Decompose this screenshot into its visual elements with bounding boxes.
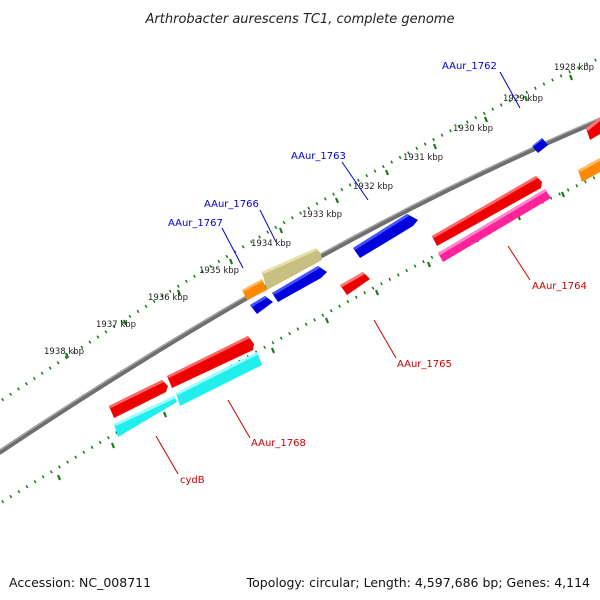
gene-aaur-1764-red-feature[interactable]	[432, 176, 542, 246]
gene-aaur-1768-red-feature[interactable]	[167, 336, 254, 388]
gene-label-cydb[interactable]: cydB	[180, 475, 205, 486]
gene-label-aaur-1766[interactable]: AAur_1766	[204, 199, 259, 210]
leader-aaur-1767	[221, 227, 244, 269]
leader-cydb	[155, 435, 179, 475]
gene-aaur-1767-feature[interactable]	[242, 279, 267, 300]
label-leaders	[155, 71, 531, 475]
gene-label-aaur-1763[interactable]: AAur_1763	[291, 151, 346, 162]
leader-aaur-1762	[499, 71, 521, 109]
inner-tick-ring	[1, 173, 600, 504]
gene-label-aaur-1767[interactable]: AAur_1767	[168, 218, 223, 229]
major-tick	[278, 227, 284, 234]
kbp-label: 1934 kbp	[251, 239, 291, 249]
major-tick	[270, 347, 276, 354]
kbp-label: 1932 kbp	[353, 182, 393, 192]
kbp-label: 1937 kbp	[96, 320, 136, 330]
gene-aaur-1765-feature[interactable]	[340, 272, 370, 295]
major-tick	[64, 352, 70, 359]
gene-aaur-1763-feature[interactable]	[353, 214, 418, 258]
major-tick	[560, 191, 566, 198]
gene-aaur-1766-blue-arrow[interactable]	[272, 266, 327, 302]
major-tick	[176, 289, 182, 296]
gene-label-aaur-1768[interactable]: AAur_1768	[251, 438, 306, 449]
major-tick	[56, 474, 62, 481]
gene-label-aaur-1765[interactable]: AAur_1765	[397, 359, 452, 370]
kbp-label: 1935 kbp	[199, 266, 239, 276]
kbp-label: 1930 kbp	[453, 124, 493, 134]
leader-aaur-1766	[259, 209, 277, 243]
gene-aaur-1764-magenta-feature[interactable]	[438, 189, 551, 262]
leader-aaur-1763	[341, 161, 369, 201]
gene-cydb-red-feature[interactable]	[109, 380, 168, 418]
major-tick	[426, 261, 432, 268]
kbp-label: 1936 kbp	[148, 293, 188, 303]
kbp-label: 1938 kbp	[44, 347, 84, 357]
major-tick	[110, 442, 116, 449]
gene-cydb-cyan-feature[interactable]	[114, 396, 177, 437]
major-tick	[374, 289, 380, 296]
kbp-label: 1931 kbp	[403, 153, 443, 163]
accession-text: Accession: NC_008711	[9, 575, 152, 590]
major-tick	[384, 169, 390, 176]
major-tick	[122, 319, 128, 326]
kbp-label: 1929 kbp	[503, 94, 543, 104]
gene-aaur-1762-feature[interactable]	[532, 138, 548, 153]
leader-aaur-1764	[507, 245, 531, 281]
gene-label-aaur-1764[interactable]: AAur_1764	[532, 281, 587, 292]
major-tick	[568, 74, 574, 81]
gene-label-aaur-1762[interactable]: AAur_1762	[442, 61, 497, 72]
map-title: Arthrobacter aurescens TC1, complete gen…	[145, 12, 455, 27]
gene-aaur-1762-arrow-right-top[interactable]	[586, 118, 600, 140]
gene-aaur-1768-cyan-feature[interactable]	[176, 352, 262, 406]
outer-major-ticks	[64, 74, 574, 359]
gene-aaur-1767-blue-arrow[interactable]	[250, 296, 273, 314]
major-tick	[162, 411, 168, 418]
outer-tick-ring	[1, 56, 600, 402]
gene-aaur-1764-orange-feature[interactable]	[578, 158, 600, 182]
major-tick	[483, 116, 489, 123]
major-tick	[228, 258, 234, 265]
gene-aaur-1766-feature[interactable]	[262, 248, 322, 290]
leader-aaur-1765	[373, 319, 397, 359]
kbp-label: 1928 kbp	[554, 63, 594, 73]
major-tick	[432, 143, 438, 150]
major-tick	[334, 197, 340, 204]
kbp-label: 1933 kbp	[302, 210, 342, 220]
major-tick	[324, 317, 330, 324]
major-tick	[523, 95, 529, 102]
genome-summary-text: Topology: circular; Length: 4,597,686 bp…	[246, 575, 590, 590]
leader-aaur-1768	[227, 399, 251, 439]
